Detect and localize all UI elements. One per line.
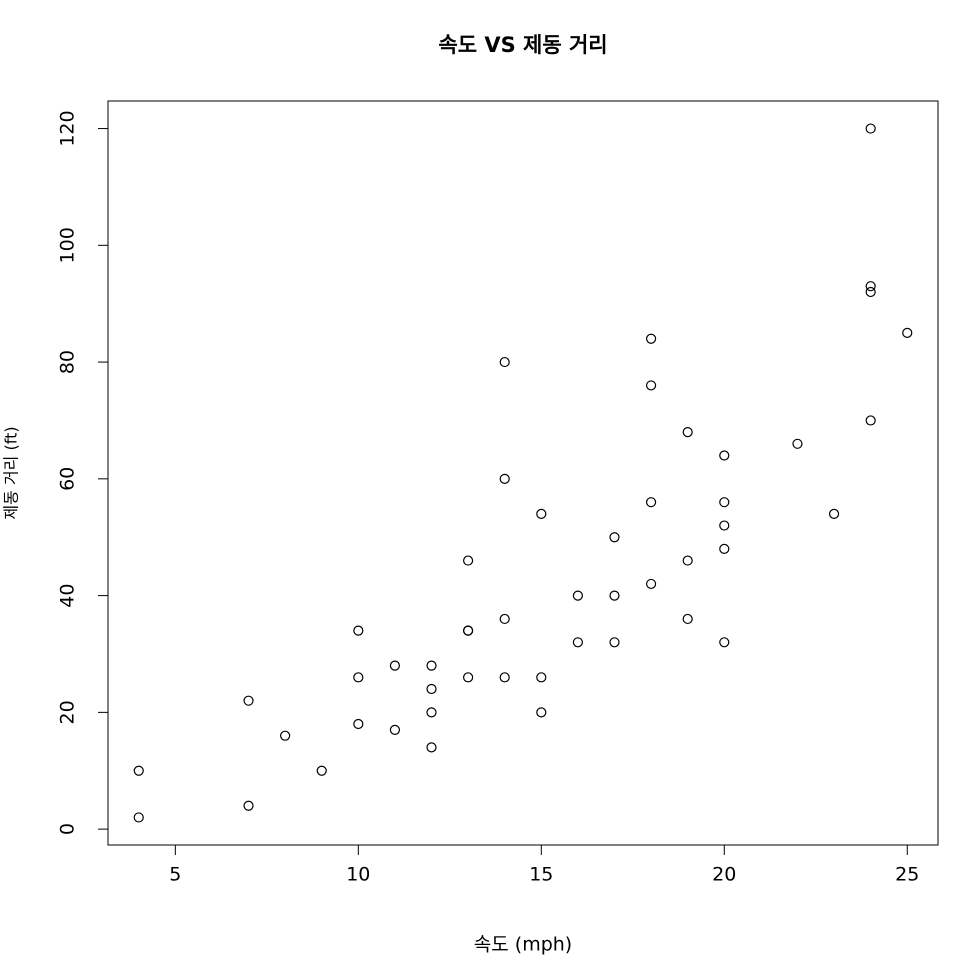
x-tick-label: 15: [529, 864, 553, 886]
point: [719, 637, 730, 648]
point: [499, 473, 510, 484]
y-axis-label: 제동 거리 (ft): [2, 426, 21, 519]
point: [792, 438, 803, 449]
y-tick-label: 100: [57, 227, 79, 263]
y-tick-label: 0: [57, 823, 79, 835]
x-tick-label: 10: [346, 864, 370, 886]
point: [645, 333, 657, 344]
point: [865, 281, 876, 292]
point: [719, 543, 730, 554]
point: [353, 625, 364, 636]
point: [902, 327, 913, 338]
point: [645, 380, 657, 391]
point: [609, 637, 620, 648]
point: [426, 660, 437, 671]
point: [463, 625, 474, 636]
point: [719, 450, 730, 461]
point: [389, 724, 401, 735]
point: [316, 765, 327, 776]
point: [353, 718, 364, 730]
point: [536, 672, 547, 683]
point: [719, 520, 730, 531]
point: [645, 578, 657, 590]
point: [828, 508, 840, 519]
point: [609, 590, 620, 601]
point: [499, 672, 510, 683]
point: [865, 123, 876, 134]
plot-frame: [107, 100, 939, 846]
point: [536, 707, 547, 718]
point: [682, 613, 693, 625]
point: [499, 356, 510, 368]
point: [243, 695, 254, 706]
point: [682, 427, 693, 438]
y-tick-label: 20: [57, 700, 79, 724]
y-tick-label: 40: [57, 584, 79, 608]
point: [133, 765, 144, 776]
point: [243, 800, 254, 811]
x-tick-label: 25: [895, 864, 919, 886]
x-axis-label: 속도 (mph): [474, 934, 572, 956]
point: [133, 812, 144, 823]
point: [645, 497, 657, 508]
point: [865, 415, 876, 426]
point: [682, 555, 693, 566]
point: [389, 660, 401, 671]
x-tick-label: 20: [712, 864, 736, 886]
chart-title: 속도 VS 제동 거리: [438, 33, 607, 57]
point: [536, 508, 547, 519]
y-tick-label: 120: [57, 110, 79, 146]
point: [719, 497, 730, 508]
x-tick-label: 5: [169, 864, 181, 886]
point: [426, 742, 437, 753]
y-tick-label: 60: [57, 467, 79, 491]
point: [426, 683, 437, 695]
y-tick-label: 80: [57, 350, 79, 374]
point: [353, 672, 364, 683]
point: [572, 590, 583, 601]
point: [499, 613, 510, 625]
point: [463, 672, 474, 683]
point: [280, 730, 291, 741]
point: [426, 707, 437, 718]
point: [609, 532, 620, 543]
point: [865, 286, 876, 298]
point: [463, 555, 474, 566]
point: [572, 637, 583, 648]
